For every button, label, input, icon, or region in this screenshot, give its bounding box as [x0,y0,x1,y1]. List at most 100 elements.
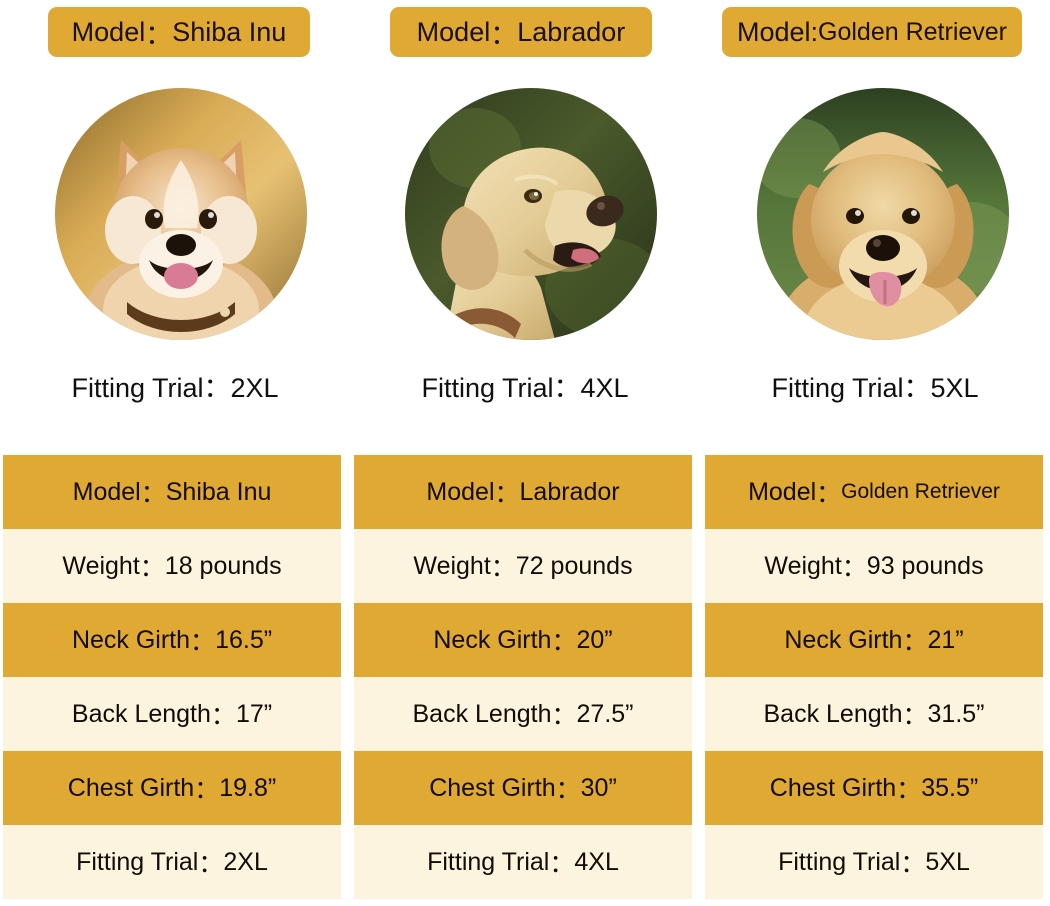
table-row: Weight： 72 pounds [354,529,692,603]
spec-label: Chest Girth [67,773,195,802]
golden-retriever-photo [757,88,1009,340]
fitting-trial-caption-separator: ： [203,373,231,403]
spec-separator: ： [896,776,922,804]
spec-label: Model [748,477,817,506]
spec-label: Weight [413,551,491,580]
table-row: Weight： 93 pounds [705,529,1043,603]
table-row: Back Length： 27.5” [354,677,692,751]
spec-label: Back Length [71,699,211,728]
spec-value: 30” [580,773,617,802]
model-header-separator: ： [145,19,173,50]
model-header-pill-golden-retriever: Model : Golden Retriever [722,7,1022,57]
spec-label: Neck Girth [433,625,552,654]
fitting-trial-caption-shiba-inu: Fitting Trial：2XL [0,366,350,405]
model-header-separator: : [810,16,819,47]
spec-label: Chest Girth [769,773,897,802]
spec-separator: ： [140,480,166,508]
spec-value: 4XL [574,847,619,876]
spec-separator: ： [210,702,236,730]
labrador-photo [405,88,657,340]
spec-value: 18 pounds [164,551,282,580]
table-row: Model： Shiba Inu [3,455,341,529]
table-row: Model： Labrador [354,455,692,529]
spec-label: Neck Girth [71,625,191,654]
fitting-trial-caption-labrador: Fitting Trial：4XL [350,366,700,405]
spec-label: Neck Girth [784,625,903,654]
model-header-pill-labrador: Model ： Labrador [390,7,652,57]
model-header-value: Shiba Inu [172,16,287,47]
model-header-separator: ： [490,19,518,50]
spec-value: 19.8” [219,773,277,802]
spec-tables: Model： Shiba Inu Weight： 18 pounds Neck Gi… [0,455,1050,906]
spec-label: Model [72,477,141,506]
spec-separator: ： [555,776,581,804]
table-row: Model： Golden Retriever [705,455,1043,529]
spec-separator: ： [490,554,516,582]
table-row: Back Length： 17” [3,677,341,751]
spec-value: Shiba Inu [165,477,272,506]
spec-label: Fitting Trial [76,847,199,876]
spec-value: 2XL [223,847,268,876]
spec-separator: ： [194,776,220,804]
spec-separator: ： [902,702,928,730]
table-row: Fitting Trial： 5XL [705,825,1043,899]
fitting-trial-caption-value: 5XL [930,373,979,403]
spec-value: Labrador [519,477,620,506]
spec-separator: ： [816,480,842,508]
fitting-trial-caption-value: 2XL [230,373,279,403]
table-row: Chest Girth： 35.5” [705,751,1043,825]
spec-separator: ： [139,554,165,582]
table-row: Back Length： 31.5” [705,677,1043,751]
spec-separator: ： [549,850,575,878]
spec-separator: ： [551,628,577,656]
model-header-label: Model [736,16,811,47]
table-row: Neck Girth： 20” [354,603,692,677]
fitting-trial-caption-value: 4XL [580,373,629,403]
spec-table-golden-retriever: Model： Golden Retriever Weight： 93 pounds … [705,455,1043,899]
spec-label: Weight [764,551,842,580]
spec-separator: ： [190,628,216,656]
spec-separator: ： [551,702,577,730]
fitting-trial-caption-label: Fitting Trial [771,373,904,403]
table-row: Fitting Trial： 4XL [354,825,692,899]
spec-label: Chest Girth [429,773,556,802]
table-row: Weight： 18 pounds [3,529,341,603]
fitting-trial-caption-separator: ： [903,373,931,403]
model-header-value: Golden Retriever [818,17,1008,46]
spec-value: 72 pounds [515,551,633,580]
model-header-row: Model ： Shiba Inu Model ： Labrador Model… [0,0,1050,66]
spec-table-labrador: Model： Labrador Weight： 72 pounds Neck Gir… [354,455,692,899]
dog-photo-row [0,88,1050,348]
spec-label: Fitting Trial [778,847,901,876]
fitting-trial-caption-golden-retriever: Fitting Trial：5XL [700,366,1050,405]
fitting-trial-caption-label: Fitting Trial [421,373,554,403]
shiba-inu-photo [55,88,307,340]
spec-label: Back Length [412,699,552,728]
spec-value: 5XL [925,847,970,876]
spec-value: 17” [235,699,273,728]
spec-separator: ： [900,850,926,878]
spec-value: 35.5” [921,773,979,802]
spec-value: 31.5” [927,699,985,728]
table-row: Fitting Trial： 2XL [3,825,341,899]
spec-value: 16.5” [215,625,273,654]
spec-separator: ： [494,480,520,508]
model-header-pill-shiba-inu: Model ： Shiba Inu [48,7,310,57]
table-row: Neck Girth： 16.5” [3,603,341,677]
spec-value: 93 pounds [866,551,984,580]
spec-separator: ： [198,850,224,878]
spec-separator: ： [902,628,928,656]
spec-label: Weight [62,551,140,580]
table-row: Chest Girth： 30” [354,751,692,825]
spec-label: Back Length [763,699,903,728]
spec-label: Fitting Trial [427,847,550,876]
model-header-label: Model [71,16,146,47]
spec-value: 27.5” [576,699,634,728]
fitting-trial-caption-row: Fitting Trial：2XL Fitting Trial：4XL Fitt… [0,366,1050,416]
spec-table-shiba-inu: Model： Shiba Inu Weight： 18 pounds Neck Gi… [3,455,341,899]
spec-value: 20” [576,625,613,654]
model-header-value: Labrador [517,16,626,47]
fitting-trial-caption-separator: ： [553,373,581,403]
table-row: Neck Girth： 21” [705,603,1043,677]
